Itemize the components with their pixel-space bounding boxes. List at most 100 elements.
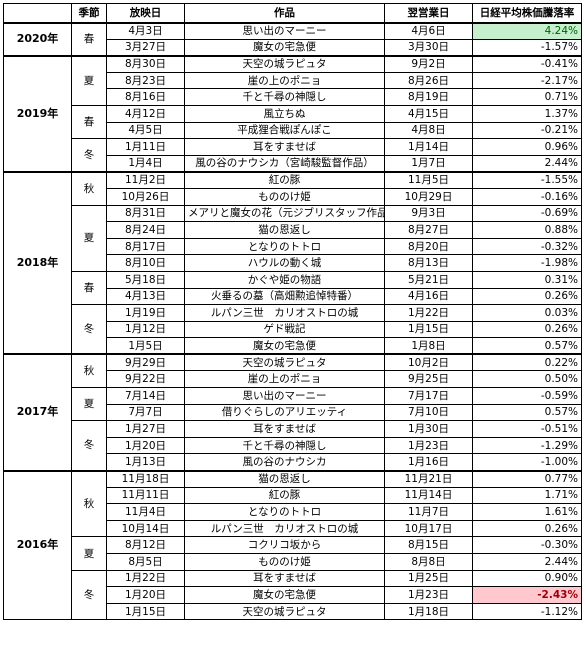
next-day-cell: 11月14日: [384, 486, 473, 505]
title-cell: 火垂るの墓（高畑勲追悼特番）: [184, 287, 385, 306]
next-day-cell: 4月16日: [384, 287, 473, 306]
next-day-cell: 8月13日: [384, 254, 473, 272]
year-cell: 2020年: [3, 21, 72, 57]
table-row: 8月16日 千と千尋の神隠し 8月19日 0.71%: [4, 88, 582, 106]
air-date-cell: 7月7日: [106, 403, 185, 422]
air-date-cell: 3月27日: [106, 38, 185, 57]
air-date-cell: 8月16日: [106, 88, 185, 106]
title-cell: 風の谷のナウシカ: [184, 453, 385, 472]
table-row: 8月24日 猫の恩返し 8月27日 0.88%: [4, 221, 582, 239]
season-cell: 冬: [71, 304, 107, 355]
title-cell: 猫の恩返し: [184, 221, 385, 239]
title-cell: もののけ姫: [184, 553, 385, 571]
title-cell: 崖の上のポニョ: [184, 370, 385, 389]
nikkei-change-cell: -1.12%: [472, 602, 582, 621]
air-date-cell: 11月4日: [106, 503, 185, 521]
nikkei-change-cell: 0.71%: [472, 88, 582, 106]
next-day-cell: 1月30日: [384, 420, 473, 438]
air-date-cell: 10月14日: [106, 519, 185, 538]
air-date-cell: 1月5日: [106, 337, 185, 355]
table-row: 2016年秋 11月18日 猫の恩返し 11月21日 0.77%: [3, 469, 582, 621]
next-day-cell: 10月29日: [384, 187, 473, 206]
season-cell: 春: [71, 104, 107, 140]
air-date-cell: 4月3日: [106, 21, 185, 40]
title-cell: となりのトトロ: [184, 503, 385, 521]
next-day-cell: 11月7日: [384, 503, 473, 521]
next-day-cell: 9月3日: [384, 204, 473, 223]
table-row: 1月20日 千と千尋の神隠し 1月23日 -1.29%: [4, 436, 582, 455]
air-date-cell: 1月11日: [106, 138, 185, 156]
air-date-cell: 1月13日: [106, 453, 185, 472]
table-row: 夏 8月31日 メアリと魔女の花（元ジブリスタッフ作品） 9月3日 -0.69%: [4, 204, 582, 272]
nikkei-change-cell: -1.57%: [472, 38, 582, 57]
header-next-business-day: 翌営業日: [384, 3, 473, 23]
next-day-cell: 1月16日: [384, 453, 473, 472]
next-day-cell: 1月14日: [384, 138, 473, 156]
next-day-cell: 1月23日: [384, 436, 473, 455]
air-date-cell: 1月20日: [106, 436, 185, 455]
nikkei-change-cell: -0.30%: [472, 536, 582, 554]
season-cell: 冬: [71, 138, 107, 173]
air-date-cell: 7月14日: [106, 387, 185, 405]
air-date-cell: 4月5日: [106, 121, 185, 140]
nikkei-change-cell: 1.71%: [472, 486, 582, 505]
header-year: [3, 3, 72, 23]
title-cell: 天空の城ラピュタ: [184, 353, 385, 372]
header-nikkei-change: 日経平均株価騰落率: [472, 3, 582, 23]
air-date-cell: 1月27日: [106, 420, 185, 438]
table-row: 1月4日 風の谷のナウシカ（宮崎駿監督作品） 1月7日 2.44%: [4, 154, 582, 173]
table-row: 冬 1月19日 ルパン三世 カリオストロの城 1月22日 0.03%: [4, 304, 582, 355]
header-air-date: 放映日: [106, 3, 185, 23]
title-cell: 紅の豚: [184, 486, 385, 505]
title-cell: 千と千尋の神隠し: [184, 88, 385, 106]
nikkei-change-cell: -0.32%: [472, 237, 582, 256]
next-day-cell: 9月2日: [384, 54, 473, 73]
air-date-cell: 1月19日: [106, 304, 185, 322]
table-row: 夏 7月14日 思い出のマーニー 7月17日 -0.59%: [4, 387, 582, 422]
title-cell: 耳をすませば: [184, 420, 385, 438]
season-cell: 秋: [71, 170, 107, 206]
table-row: 2017年秋 9月29日 天空の城ラピュタ 10月2日 0.22%: [3, 353, 582, 472]
title-cell: 借りぐらしのアリエッティ: [184, 403, 385, 422]
season-cell: 秋: [71, 469, 107, 538]
nikkei-change-cell: -0.41%: [472, 54, 582, 73]
next-day-cell: 8月20日: [384, 237, 473, 256]
season-cell: 冬: [71, 569, 107, 621]
table-row: 4月5日 平成狸合戦ぽんぽこ 4月8日 -0.21%: [4, 121, 582, 140]
air-date-cell: 1月22日: [106, 569, 185, 588]
nikkei-change-cell: -1.00%: [472, 453, 582, 472]
air-date-cell: 11月18日: [106, 469, 185, 488]
air-date-cell: 8月31日: [106, 204, 185, 223]
next-day-cell: 1月23日: [384, 586, 473, 604]
header-title: 作品: [184, 3, 385, 23]
season-cell: 春: [71, 270, 107, 306]
air-date-cell: 9月22日: [106, 370, 185, 389]
nikkei-change-cell: 0.50%: [472, 370, 582, 389]
air-date-cell: 1月12日: [106, 320, 185, 339]
next-day-cell: 11月21日: [384, 469, 473, 488]
next-day-cell: 4月6日: [384, 21, 473, 40]
nikkei-change-cell: -0.69%: [472, 204, 582, 223]
title-cell: 平成狸合戦ぽんぽこ: [184, 121, 385, 140]
header-row: 季節 放映日 作品 翌営業日 日経平均株価騰落率: [3, 3, 582, 23]
next-day-cell: 8月27日: [384, 221, 473, 239]
next-day-cell: 8月26日: [384, 71, 473, 90]
table-row: 2019年夏 8月30日 天空の城ラピュタ 9月2日 -0.41%: [3, 54, 582, 173]
nikkei-change-cell: 0.31%: [472, 270, 582, 289]
table-row: 春 4月12日 風立ちぬ 4月15日 1.37%: [4, 104, 582, 140]
season-cell: 冬: [71, 420, 107, 472]
air-date-cell: 8月17日: [106, 237, 185, 256]
nikkei-change-cell: 0.88%: [472, 221, 582, 239]
air-date-cell: 4月13日: [106, 287, 185, 306]
air-date-cell: 1月20日: [106, 586, 185, 604]
table-row: 7月7日 借りぐらしのアリエッティ 7月10日 0.57%: [4, 403, 582, 422]
title-cell: かぐや姫の物語: [184, 270, 385, 289]
nikkei-change-cell: 0.57%: [472, 337, 582, 355]
title-cell: 風の谷のナウシカ（宮崎駿監督作品）: [184, 154, 385, 173]
nikkei-change-cell: 0.22%: [472, 353, 582, 372]
nikkei-change-cell: 0.26%: [472, 287, 582, 306]
air-date-cell: 9月29日: [106, 353, 185, 372]
air-date-cell: 11月2日: [106, 170, 185, 189]
title-cell: 風立ちぬ: [184, 104, 385, 123]
air-date-cell: 4月12日: [106, 104, 185, 123]
